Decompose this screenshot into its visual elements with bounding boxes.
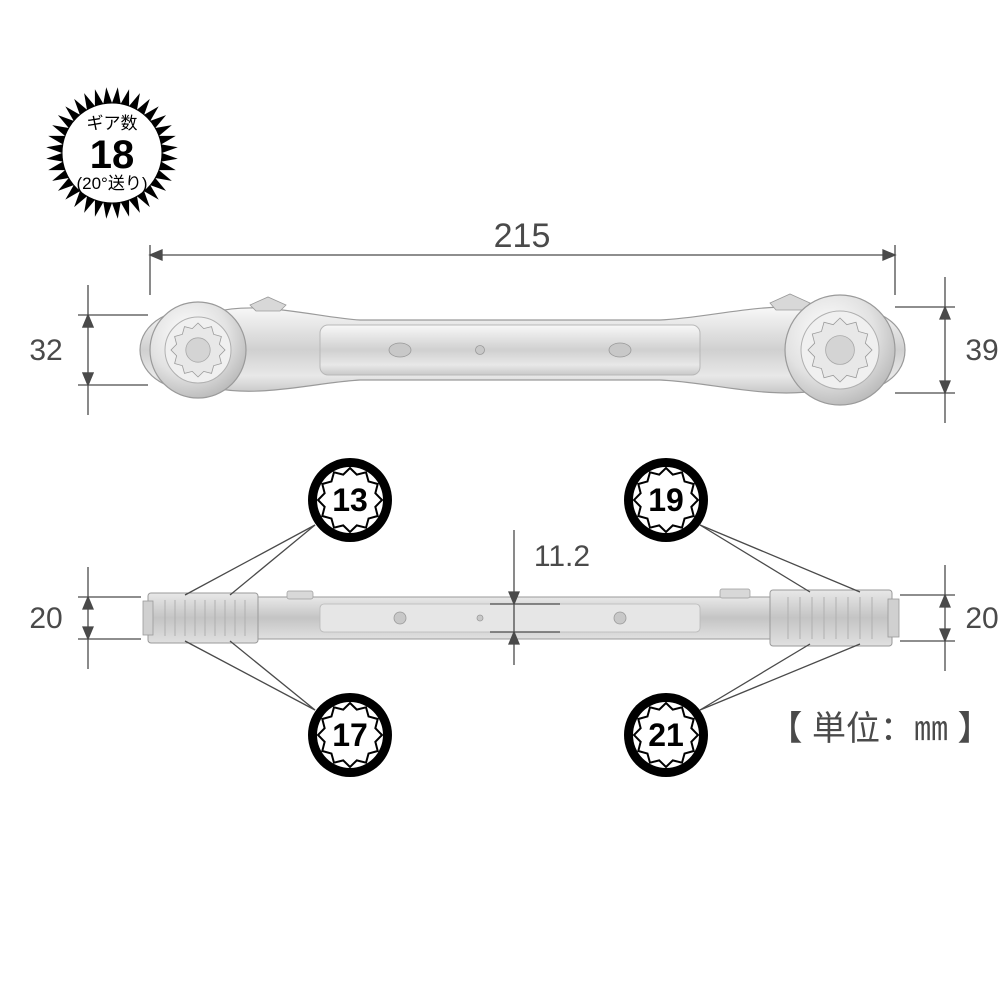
svg-text:19: 19 — [648, 482, 684, 518]
badge-value: 18 — [90, 133, 135, 177]
socket-17-badge: 17 — [308, 693, 392, 777]
svg-text:13: 13 — [332, 482, 368, 518]
dim-length: 215 — [494, 217, 551, 255]
socket-21-badge: 21 — [624, 693, 708, 777]
dim-side-left: 20 — [29, 602, 62, 635]
socket-13-badge: 13 — [308, 458, 392, 542]
dim-thickness: 11.2 — [534, 540, 590, 573]
badge-bottom-label: (20°送り) — [76, 174, 147, 193]
svg-text:21: 21 — [648, 717, 684, 753]
wrench-top-view — [140, 294, 905, 405]
gear-count-badge: ギア数 18 (20°送り) — [46, 87, 177, 218]
svg-text:17: 17 — [332, 717, 368, 753]
dim-height-right: 39 — [965, 334, 998, 367]
badge-top-label: ギア数 — [87, 114, 138, 133]
unit-label: 【 単位：㎜ 】 — [769, 710, 992, 748]
dim-side-right: 20 — [965, 602, 998, 635]
wrench-side-view — [143, 589, 899, 646]
dim-height-left: 32 — [29, 334, 62, 367]
socket-19-badge: 19 — [624, 458, 708, 542]
